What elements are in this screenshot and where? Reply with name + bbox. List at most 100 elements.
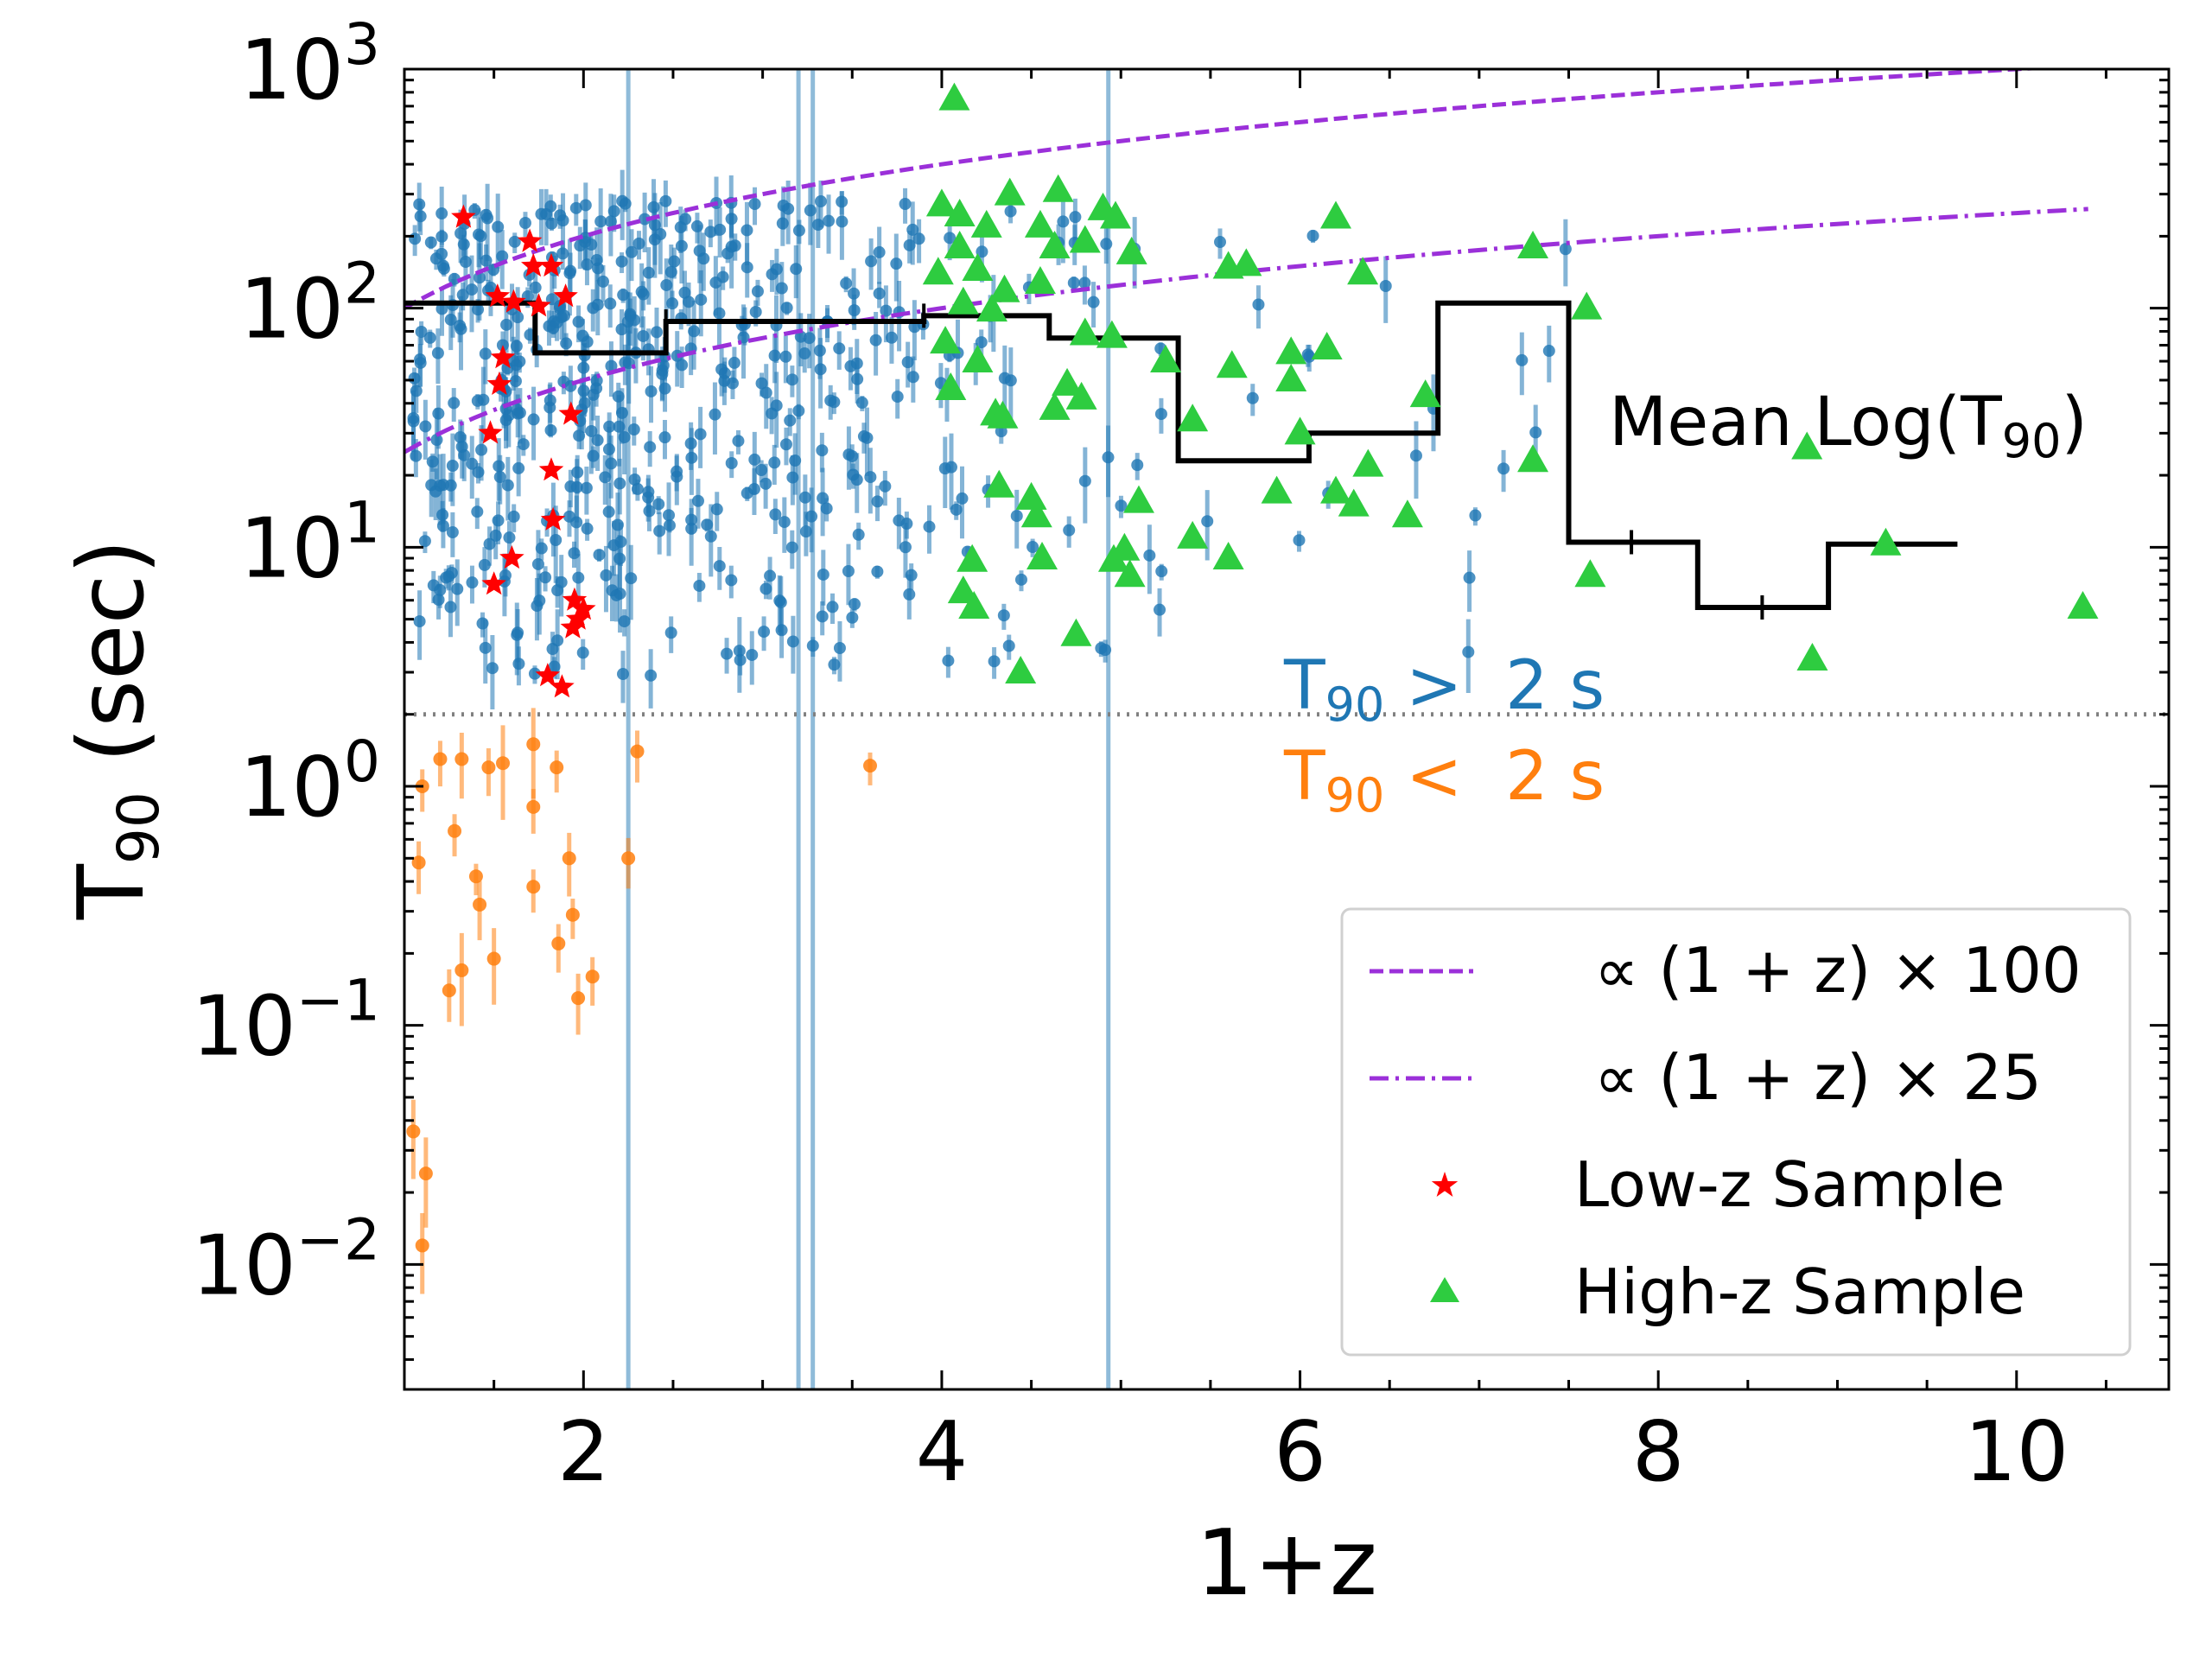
short-point xyxy=(406,1124,421,1139)
long-point xyxy=(1469,509,1482,522)
high-z-point xyxy=(1052,367,1084,396)
long-point xyxy=(1529,426,1542,439)
long-point xyxy=(635,285,648,298)
long-point xyxy=(435,247,448,260)
low-z-point xyxy=(550,674,575,698)
long-point xyxy=(768,456,781,469)
long-point xyxy=(748,198,761,211)
long-point xyxy=(798,491,811,504)
long-point xyxy=(535,542,548,555)
high-z-point xyxy=(2067,591,2099,620)
long-point xyxy=(774,596,787,609)
legend-swatch-triangle xyxy=(1430,1277,1459,1302)
y-tick-exponent: −1 xyxy=(296,968,380,1034)
high-z-point xyxy=(1024,209,1056,238)
long-point xyxy=(1379,279,1392,292)
long-point xyxy=(501,362,514,375)
long-point xyxy=(691,494,704,507)
long-point xyxy=(695,293,708,306)
long-point xyxy=(779,438,792,451)
high-z-point xyxy=(994,177,1026,206)
long-point xyxy=(817,492,830,505)
high-z-point xyxy=(944,231,976,259)
long-point xyxy=(500,318,513,331)
high-z-point xyxy=(1100,200,1132,229)
y-tick-label: 10−2 xyxy=(192,1206,380,1313)
long-point xyxy=(569,201,582,214)
long-point xyxy=(817,568,830,581)
long-point xyxy=(457,238,470,251)
long-point xyxy=(938,462,951,475)
high-z-point xyxy=(944,198,976,226)
high-z-point xyxy=(930,326,962,354)
short-point xyxy=(473,897,487,912)
y-tick-label: 103 xyxy=(239,11,380,118)
long-point xyxy=(770,399,783,412)
long-point xyxy=(674,221,687,234)
long-point xyxy=(472,466,485,479)
long-point xyxy=(728,356,741,369)
short-point xyxy=(585,969,600,984)
short-point xyxy=(562,851,576,866)
model-line-dashdot xyxy=(404,207,2088,454)
short-point xyxy=(621,851,636,866)
long-point xyxy=(912,232,925,245)
high-z-point xyxy=(1791,431,1823,460)
long-point xyxy=(564,480,577,493)
long-point xyxy=(842,564,855,577)
high-z-point xyxy=(1216,350,1248,378)
long-point xyxy=(448,272,461,285)
high-z-point xyxy=(1230,248,1262,276)
long-point xyxy=(664,265,677,278)
long-point xyxy=(746,648,759,661)
long-point xyxy=(903,238,916,251)
high-z-point xyxy=(1870,527,1902,556)
low-z-point xyxy=(501,289,526,313)
long-point xyxy=(544,200,557,213)
high-z-point xyxy=(1275,336,1307,365)
long-point xyxy=(508,235,521,248)
annotation-mean-main: Mean Log(T xyxy=(1609,384,2002,461)
long-point xyxy=(499,414,512,427)
long-point xyxy=(602,505,615,518)
long-point xyxy=(587,388,600,401)
long-point xyxy=(465,283,478,296)
low-z-point xyxy=(538,252,564,277)
long-point xyxy=(543,394,556,407)
long-point xyxy=(656,367,669,380)
long-point xyxy=(1115,499,1128,512)
low-z-point xyxy=(526,293,551,317)
long-point xyxy=(533,594,546,607)
low-z-point xyxy=(517,228,543,252)
long-point xyxy=(857,430,870,443)
low-z-sample-points xyxy=(451,204,596,698)
long-point xyxy=(424,236,437,249)
long-point xyxy=(713,560,726,573)
long-point xyxy=(1063,524,1076,537)
long-point xyxy=(483,537,496,550)
high-z-point xyxy=(1574,559,1606,588)
long-point xyxy=(492,220,505,233)
annotation-mean-rest: ) xyxy=(2061,384,2087,461)
high-z-point xyxy=(1347,257,1379,285)
high-z-point xyxy=(1212,541,1244,569)
long-point xyxy=(419,420,432,433)
short-point xyxy=(468,869,483,884)
long-point xyxy=(799,525,812,538)
long-point xyxy=(899,198,912,211)
long-point xyxy=(587,449,600,462)
long-point xyxy=(850,474,863,486)
long-point xyxy=(728,239,741,252)
long-point xyxy=(833,642,846,655)
long-point xyxy=(616,668,629,681)
legend-swatch-star xyxy=(1431,1172,1459,1197)
long-point xyxy=(572,571,585,584)
long-point xyxy=(1462,645,1475,658)
high-z-point xyxy=(970,209,1002,238)
x-tick-label: 2 xyxy=(557,1405,609,1500)
long-point xyxy=(785,541,798,554)
long-point xyxy=(671,465,683,478)
long-point xyxy=(612,390,625,403)
long-point xyxy=(1154,408,1167,421)
long-point xyxy=(444,601,457,613)
